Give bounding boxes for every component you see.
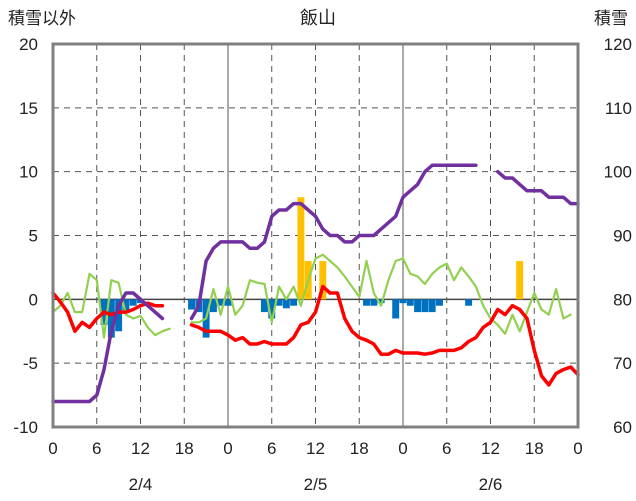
y-left-tick-label: 0	[29, 290, 38, 309]
precip-bar	[115, 299, 123, 332]
y-left-tick-label: 20	[19, 35, 38, 54]
y-left-tick-label: 15	[19, 99, 38, 118]
plot-frame	[51, 42, 580, 429]
date-labels: 2/4 2/5 2/6	[129, 475, 503, 494]
wind-line	[190, 253, 572, 335]
precip-bar	[188, 299, 196, 310]
x-tick-label: 0	[223, 439, 232, 458]
snowfall-bar	[516, 261, 524, 300]
date-label: 2/4	[129, 475, 153, 494]
precip-bar	[129, 299, 137, 306]
precip-bar	[224, 299, 232, 306]
y-left-axis-label: 積雪以外	[8, 9, 76, 28]
y-left-tick-label: -5	[23, 354, 38, 373]
x-tick-label: 6	[92, 439, 101, 458]
precip-bar	[209, 299, 217, 313]
precip-bar	[268, 299, 276, 319]
snow-depth-line	[189, 163, 478, 321]
x-tick-label: 6	[267, 439, 276, 458]
precip-bar	[290, 299, 298, 306]
temperature-line	[189, 284, 580, 387]
date-label: 2/5	[304, 475, 328, 494]
precip-bar	[421, 299, 429, 313]
x-tick-label: 18	[175, 439, 194, 458]
precip-bar	[414, 299, 422, 313]
y-right-ticks: 120 110 100 90 80 70 60	[604, 35, 632, 437]
precip-bar	[435, 299, 443, 306]
snowfall-bar	[297, 197, 305, 300]
precip-bar	[363, 299, 371, 306]
y-right-tick-label: 60	[613, 418, 632, 437]
snow-depth-line	[51, 291, 165, 404]
y-right-tick-label: 110	[605, 99, 632, 118]
y-right-tick-label: 120	[604, 35, 632, 54]
date-label: 2/6	[479, 475, 503, 494]
snow-depth-line	[496, 169, 580, 206]
precip-bar	[107, 299, 115, 338]
y-right-axis-label: 積雪	[594, 9, 628, 28]
x-tick-label: 18	[525, 439, 544, 458]
x-tick-label: 18	[350, 439, 369, 458]
x-tick-label: 12	[131, 439, 150, 458]
precip-bar	[392, 299, 400, 319]
y-right-tick-label: 70	[613, 354, 632, 373]
precip-bar	[399, 299, 407, 304]
precip-bar	[275, 299, 283, 306]
x-tick-label: 0	[573, 439, 582, 458]
precip-bar	[122, 299, 130, 313]
y-left-ticks: 20 15 10 5 0 -5 -10	[13, 35, 38, 437]
grid-lines	[53, 44, 578, 427]
y-right-tick-label: 90	[613, 227, 632, 246]
precip-bar	[217, 299, 225, 306]
x-tick-label: 12	[481, 439, 500, 458]
x-tick-label: 12	[306, 439, 325, 458]
x-ticks: 0 6 12 18 0 6 12 18 0 6 12 18 0	[48, 439, 582, 458]
precip-bar	[260, 299, 268, 313]
x-tick-label: 0	[398, 439, 407, 458]
snowfall-bar	[319, 261, 327, 300]
y-left-tick-label: 10	[19, 163, 38, 182]
x-tick-label: 0	[48, 439, 57, 458]
precip-bar	[377, 299, 385, 304]
y-left-tick-label: -10	[13, 418, 38, 437]
precip-bar	[370, 299, 378, 306]
chart-title: 飯山	[300, 8, 336, 28]
y-left-tick-label: 5	[29, 227, 38, 246]
precip-bar	[282, 299, 290, 309]
x-tick-label: 6	[442, 439, 451, 458]
precip-bar	[465, 299, 473, 306]
y-right-tick-label: 100	[604, 163, 632, 182]
wind-line	[51, 272, 171, 339]
precip-bar	[406, 299, 414, 306]
series-lines	[51, 163, 580, 404]
precip-bar	[428, 299, 436, 313]
y-right-tick-label: 80	[613, 290, 632, 309]
